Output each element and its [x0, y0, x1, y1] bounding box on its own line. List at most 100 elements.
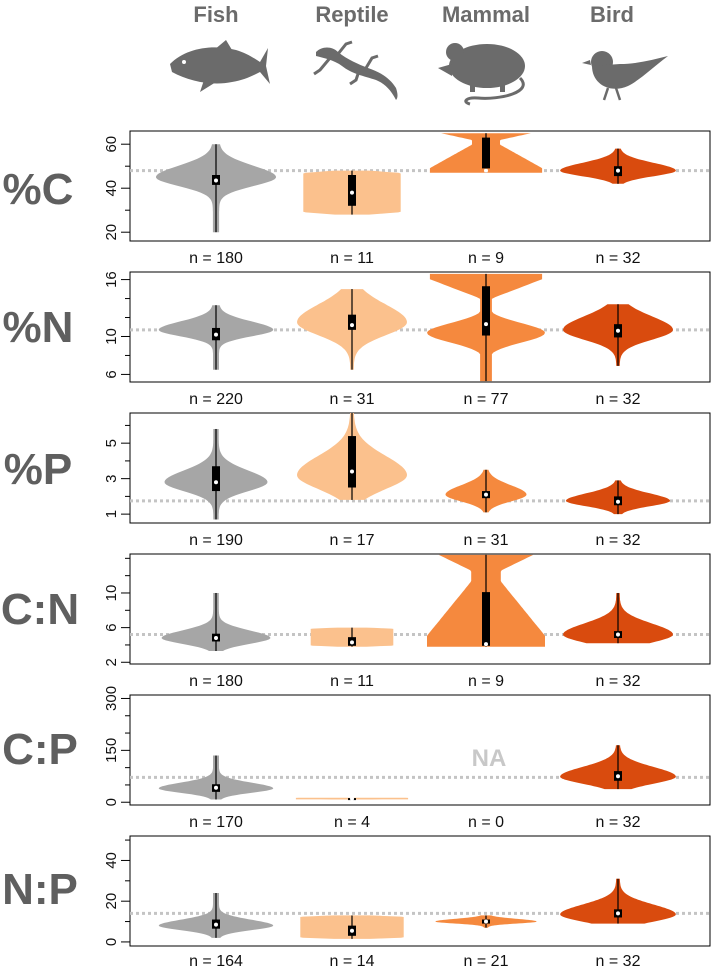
median-point-mammal — [484, 168, 488, 173]
panel-label: %P — [4, 445, 72, 494]
median-point-fish — [214, 785, 218, 790]
n-label-mammal: n = 77 — [464, 391, 509, 408]
median-point-fish — [214, 636, 218, 641]
median-point-mammal — [484, 919, 488, 924]
violin-marks — [130, 413, 710, 520]
plot-frame — [129, 553, 711, 665]
plot-frame — [129, 130, 711, 242]
violin-marks — [130, 745, 710, 801]
iqr-box-mammal — [482, 137, 490, 169]
n-label-bird: n = 32 — [596, 391, 641, 408]
n-label-mammal: n = 9 — [468, 673, 504, 690]
tick-label: 60 — [103, 136, 120, 153]
n-label-fish: n = 180 — [189, 250, 243, 267]
plot-frame — [129, 835, 711, 947]
y-axis: 20 40 60 — [103, 136, 130, 241]
n-label-bird: n = 32 — [596, 953, 641, 970]
n-label-fish: n = 170 — [189, 814, 243, 831]
median-point-mammal — [484, 492, 488, 497]
n-label-mammal: n = 9 — [468, 250, 504, 267]
median-point-reptile — [350, 640, 354, 645]
n-label-reptile: n = 17 — [330, 532, 375, 549]
median-point-fish — [214, 922, 218, 927]
median-point-mammal — [484, 322, 488, 327]
median-point-reptile — [350, 190, 354, 195]
iqr-box-reptile — [348, 314, 356, 330]
mouse-icon — [438, 43, 525, 106]
median-point-bird — [616, 632, 620, 637]
iqr-box-fish — [212, 466, 220, 492]
y-axis: 1 3 5 — [103, 424, 130, 518]
tick-label: 6 — [103, 370, 120, 378]
y-axis: 0 150 300 — [103, 686, 130, 806]
lizard-icon — [313, 40, 398, 100]
median-point-mammal — [484, 642, 488, 647]
panel-label: %C — [3, 165, 74, 214]
median-point-bird — [616, 911, 620, 916]
tick-label: 5 — [103, 439, 120, 447]
n-label-reptile: n = 31 — [330, 391, 375, 408]
iqr-box-mammal — [482, 286, 490, 336]
n-label-bird: n = 32 — [596, 532, 641, 549]
tick-label: 2 — [103, 658, 120, 666]
tick-label: 300 — [103, 686, 120, 711]
y-axis: 0 20 40 — [103, 839, 130, 946]
median-point-bird — [616, 328, 620, 333]
n-label-fish: n = 220 — [189, 391, 243, 408]
iqr-box-reptile — [348, 436, 356, 488]
median-point-fish — [214, 332, 218, 337]
panel-n: %N 6 10 16 n = 220 n = 31 n = 77 n = 32 — [3, 271, 711, 408]
panel-np: N:P 0 20 40 n = 164 n = 14 n = 21 n = 32 — [2, 835, 711, 970]
tick-label: 150 — [103, 738, 120, 763]
n-label-reptile: n = 14 — [330, 953, 375, 970]
y-axis: 6 10 16 — [103, 271, 130, 379]
violin-marks — [130, 554, 710, 652]
tick-label: 10 — [103, 585, 120, 602]
tick-label: 40 — [103, 180, 120, 197]
group-label-fish: Fish — [193, 2, 238, 27]
panel-label: N:P — [2, 865, 78, 914]
median-point-bird — [616, 774, 620, 779]
panel-label: C:N — [1, 585, 79, 634]
n-label-fish: n = 164 — [189, 953, 243, 970]
panel-cn: C:N 2 6 10 n = 180 n = 11 n = 9 n = 32 — [1, 553, 711, 690]
panel-label: C:P — [2, 725, 78, 774]
tick-label: 10 — [103, 328, 120, 345]
n-label-bird: n = 32 — [596, 250, 641, 267]
group-label-mammal: Mammal — [442, 2, 530, 27]
n-label-mammal: n = 0 — [468, 814, 504, 831]
n-label-reptile: n = 11 — [330, 673, 374, 690]
median-point-reptile — [350, 796, 354, 801]
panel-p: %P 1 3 5 n = 190 n = 17 n = 31 n = 32 — [4, 412, 711, 549]
fish-icon — [170, 40, 270, 92]
plot-frame — [129, 271, 711, 383]
tick-label: 40 — [103, 852, 120, 869]
median-point-bird — [616, 168, 620, 173]
n-label-bird: n = 32 — [596, 814, 641, 831]
y-axis: 2 6 10 — [103, 557, 130, 666]
panel-c: %C 20 40 60 n = 180 n = 11 n = 9 n = 32 — [3, 130, 711, 267]
n-label-fish: n = 180 — [189, 673, 243, 690]
panel-label: %N — [3, 303, 74, 352]
tick-label: 0 — [103, 938, 120, 946]
tick-label: 6 — [103, 623, 120, 631]
median-point-fish — [214, 178, 218, 183]
tick-label: 3 — [103, 474, 120, 482]
median-point-reptile — [350, 323, 354, 328]
violin-marks — [130, 878, 710, 939]
median-point-bird — [616, 499, 620, 504]
iqr-box-reptile — [348, 175, 356, 206]
n-label-reptile: n = 11 — [330, 250, 374, 267]
n-label-mammal: n = 21 — [464, 953, 509, 970]
tick-label: 0 — [103, 798, 120, 806]
tick-label: 20 — [103, 224, 120, 241]
plot-frame — [129, 412, 711, 524]
n-label-reptile: n = 4 — [334, 814, 370, 831]
n-label-mammal: n = 31 — [464, 532, 509, 549]
n-label-bird: n = 32 — [596, 673, 641, 690]
panel-cp: C:P 0 150 300 NA n = 170 n = 4 n = 0 n = 3… — [2, 686, 711, 831]
median-point-reptile — [350, 928, 354, 933]
tick-label: 16 — [103, 271, 120, 288]
group-label-reptile: Reptile — [315, 2, 388, 27]
